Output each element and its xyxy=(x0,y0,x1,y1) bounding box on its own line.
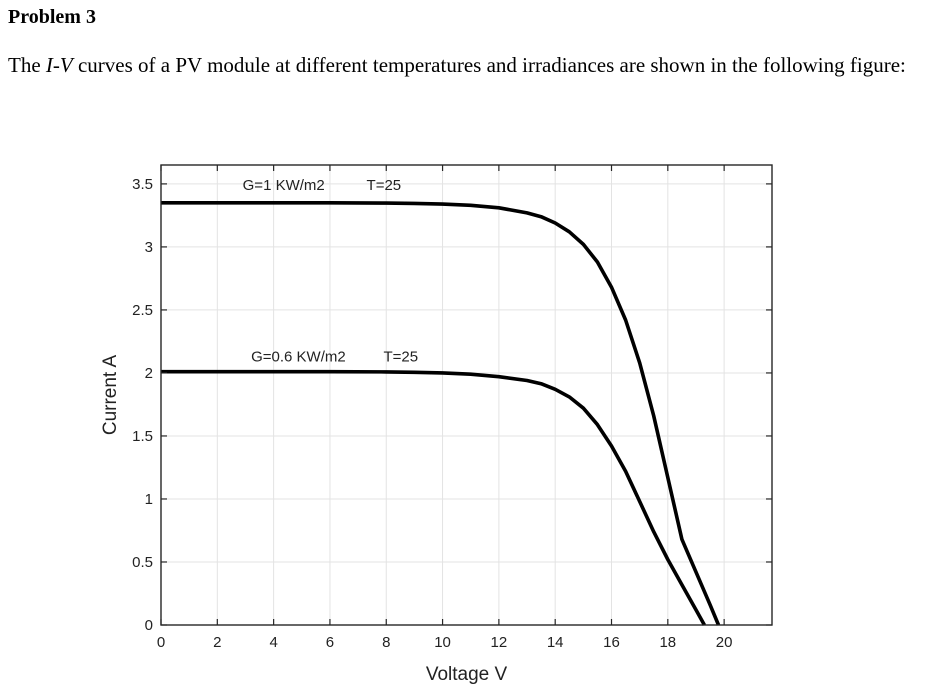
curve-annotation: G=1 KW/m2 xyxy=(243,177,325,194)
x-tick-label: 10 xyxy=(434,634,451,651)
curve-annotation: G=0.6 KW/m2 xyxy=(251,349,346,366)
x-tick-label: 4 xyxy=(269,634,277,651)
statement-iv-variable: I-V xyxy=(45,53,73,77)
tick-marks xyxy=(160,165,772,626)
y-tick-label: 0.5 xyxy=(132,554,153,571)
y-tick-label: 1.5 xyxy=(132,428,153,445)
tick-labels: 0 2 4 6 8 10 12 14 16 18 20 0 0.5 1 1.5 2 2.5 3 3.5 xyxy=(132,176,732,651)
x-tick-label: 12 xyxy=(491,634,508,651)
series-line-1 xyxy=(161,201,721,626)
curve-annotation: T=25 xyxy=(383,349,418,366)
statement-text-end: curves of a PV module at different tempe… xyxy=(72,53,906,77)
x-tick-label: 14 xyxy=(547,634,564,651)
x-tick-label: 8 xyxy=(382,634,390,651)
y-tick-label: 3 xyxy=(145,239,153,256)
y-tick-label: 0 xyxy=(145,617,153,634)
y-axis-label: Current A xyxy=(100,355,121,436)
statement-text-start: The xyxy=(8,53,46,77)
x-tick-label: 20 xyxy=(716,634,733,651)
x-tick-label: 0 xyxy=(157,634,165,651)
problem-statement: The I-V curves of a PV module at differe… xyxy=(8,51,918,79)
x-axis-label: Voltage V xyxy=(426,664,508,685)
curves xyxy=(161,201,721,626)
y-tick-label: 1 xyxy=(145,491,153,508)
x-tick-label: 2 xyxy=(213,634,221,651)
grid-lines xyxy=(160,165,772,626)
x-tick-label: 6 xyxy=(326,634,334,651)
series-line-2 xyxy=(161,369,706,626)
x-tick-label: 16 xyxy=(603,634,620,651)
y-tick-label: 3.5 xyxy=(132,176,153,193)
y-tick-label: 2 xyxy=(145,365,153,382)
x-tick-label: 18 xyxy=(659,634,676,651)
y-tick-label: 2.5 xyxy=(132,302,153,319)
problem-heading: Problem 3 xyxy=(8,6,96,28)
curve-annotation: T=25 xyxy=(367,177,402,194)
plot-frame xyxy=(160,164,773,626)
annotations: G=1 KW/m2 T=25 G=0.6 KW/m2 T=25 xyxy=(243,177,418,365)
